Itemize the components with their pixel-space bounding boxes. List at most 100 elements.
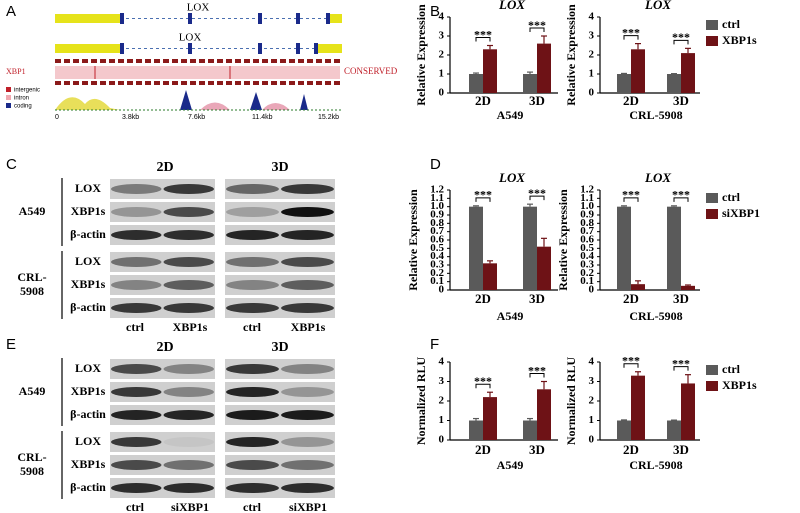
y-tick-label: 1.0 [430, 200, 444, 212]
conserved-label: CONSERVED [344, 66, 398, 76]
blot-band [226, 230, 279, 240]
bar [483, 49, 497, 93]
significance-label: *** [622, 354, 640, 368]
significance-label: *** [528, 18, 546, 32]
lane-label: ctrl [243, 320, 262, 334]
blot-band [111, 410, 162, 420]
bar [523, 206, 537, 290]
y-tick-label: 4 [439, 11, 445, 23]
blot-band [281, 280, 334, 290]
x-axis-label: A549 [497, 309, 524, 323]
blot-band [163, 387, 214, 397]
blot-band [226, 410, 279, 420]
significance-bracket [529, 195, 545, 201]
significance-label: *** [474, 27, 492, 41]
y-axis-label: Relative Expression [414, 4, 428, 106]
y-tick-label: 1 [439, 68, 445, 80]
y-axis-label: Relative Expression [556, 189, 570, 291]
significance-bracket [673, 39, 689, 45]
legend-swatch [706, 36, 718, 46]
x-tick-label: 3D [529, 93, 545, 108]
bar [617, 420, 631, 440]
lane-label: XBP1s [291, 320, 326, 334]
significance-label: *** [672, 188, 690, 202]
blot-band [111, 483, 162, 493]
error-bar [621, 419, 627, 421]
column-label: 2D [156, 160, 173, 175]
y-tick-label: 0.8 [430, 217, 444, 229]
legend-label: XBP1s [722, 378, 757, 392]
blot-band [111, 230, 162, 240]
blot-band [163, 483, 214, 493]
y-tick-label: 1.2 [430, 184, 444, 196]
conserved-region [55, 66, 340, 79]
blot-band [163, 280, 214, 290]
error-bar [527, 417, 533, 421]
bar [667, 74, 681, 93]
y-tick-label: 0 [439, 87, 445, 99]
y-tick-label: 0.1 [430, 275, 444, 287]
x-axis-label: CRL-5908 [629, 108, 682, 122]
lane-label: ctrl [126, 500, 145, 513]
blot-band [281, 230, 334, 240]
column-label: 2D [156, 340, 173, 355]
lane-label: siXBP1 [171, 500, 209, 513]
legend-swatch [6, 87, 11, 92]
y-axis-label: Normalized RLU [414, 357, 428, 446]
row-label: β-actin [70, 480, 106, 494]
legend-label: ctrl [722, 17, 741, 31]
blot-band [163, 230, 214, 240]
legend-label: XBP1s [722, 33, 757, 47]
panel-label: A [6, 3, 16, 20]
y-tick-label: 1 [439, 414, 445, 426]
scale-label: 15.2kb [318, 114, 339, 121]
scale-label: 11.4kb [252, 114, 273, 121]
legend-swatch [706, 209, 718, 219]
y-tick-label: 0.2 [430, 267, 444, 279]
row-label: β-actin [70, 407, 106, 421]
blot-band [111, 460, 162, 470]
blot-band [281, 460, 334, 470]
y-tick-label: 0.2 [580, 267, 594, 279]
significance-bracket [529, 27, 545, 32]
blot-band [226, 364, 279, 374]
blot-band [226, 437, 279, 447]
y-tick-label: 0 [589, 434, 595, 446]
blot-band [111, 387, 162, 397]
bar [469, 74, 483, 93]
legend-label: ctrl [722, 190, 741, 204]
error-bar [487, 260, 493, 264]
legend-swatch [706, 381, 718, 391]
y-tick-label: 3 [439, 30, 445, 42]
track-label: XBP1 [6, 67, 26, 76]
blot-band [281, 207, 334, 217]
group-label: CRL- [17, 450, 46, 464]
column-label: 3D [271, 160, 288, 175]
error-bar [487, 391, 493, 398]
y-tick-label: 1.2 [580, 184, 594, 196]
significance-bracket [475, 383, 491, 389]
blot-band [226, 184, 279, 194]
row-label: LOX [75, 181, 101, 195]
y-tick-label: 0.8 [580, 217, 594, 229]
error-bar [541, 35, 547, 44]
group-label: A549 [19, 204, 46, 218]
gene-label: LOX [179, 32, 202, 44]
blot-band [281, 410, 334, 420]
bar [617, 74, 631, 93]
error-bar [527, 71, 533, 74]
lane-label: siXBP1 [289, 500, 327, 513]
y-tick-label: 0 [589, 87, 595, 99]
x-tick-label: 2D [475, 442, 491, 457]
blot-band [226, 460, 279, 470]
bar [681, 383, 695, 440]
blot-band [163, 410, 214, 420]
significance-bracket [623, 363, 639, 368]
error-bar [635, 42, 641, 50]
blot-band [226, 257, 279, 267]
blot-band [163, 184, 214, 194]
significance-bracket [623, 35, 639, 40]
blot-band [163, 364, 214, 374]
y-tick-label: 0.3 [430, 259, 444, 271]
